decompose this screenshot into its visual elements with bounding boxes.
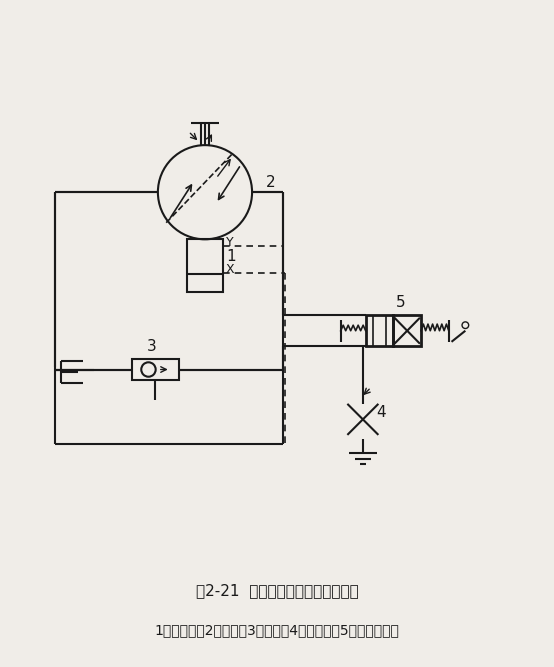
Text: 3: 3 [147, 339, 157, 354]
Bar [132, 359, 179, 380]
Text: 图2-21  手动控制有级变量马达回路: 图2-21 手动控制有级变量马达回路 [196, 583, 358, 598]
Bar [393, 315, 421, 346]
Text: 5: 5 [396, 295, 406, 310]
Text: 4: 4 [377, 405, 386, 420]
Text: Y: Y [226, 236, 234, 249]
Bar [366, 315, 393, 346]
Text: X: X [226, 263, 235, 275]
Text: 1－变量缸；2－马达；3－梭阀；4－节流阀；5－手动换向阀: 1－变量缸；2－马达；3－梭阀；4－节流阀；5－手动换向阀 [155, 624, 399, 637]
Text: 2: 2 [266, 175, 275, 189]
Bar [187, 239, 223, 292]
Text: 1: 1 [226, 249, 235, 265]
